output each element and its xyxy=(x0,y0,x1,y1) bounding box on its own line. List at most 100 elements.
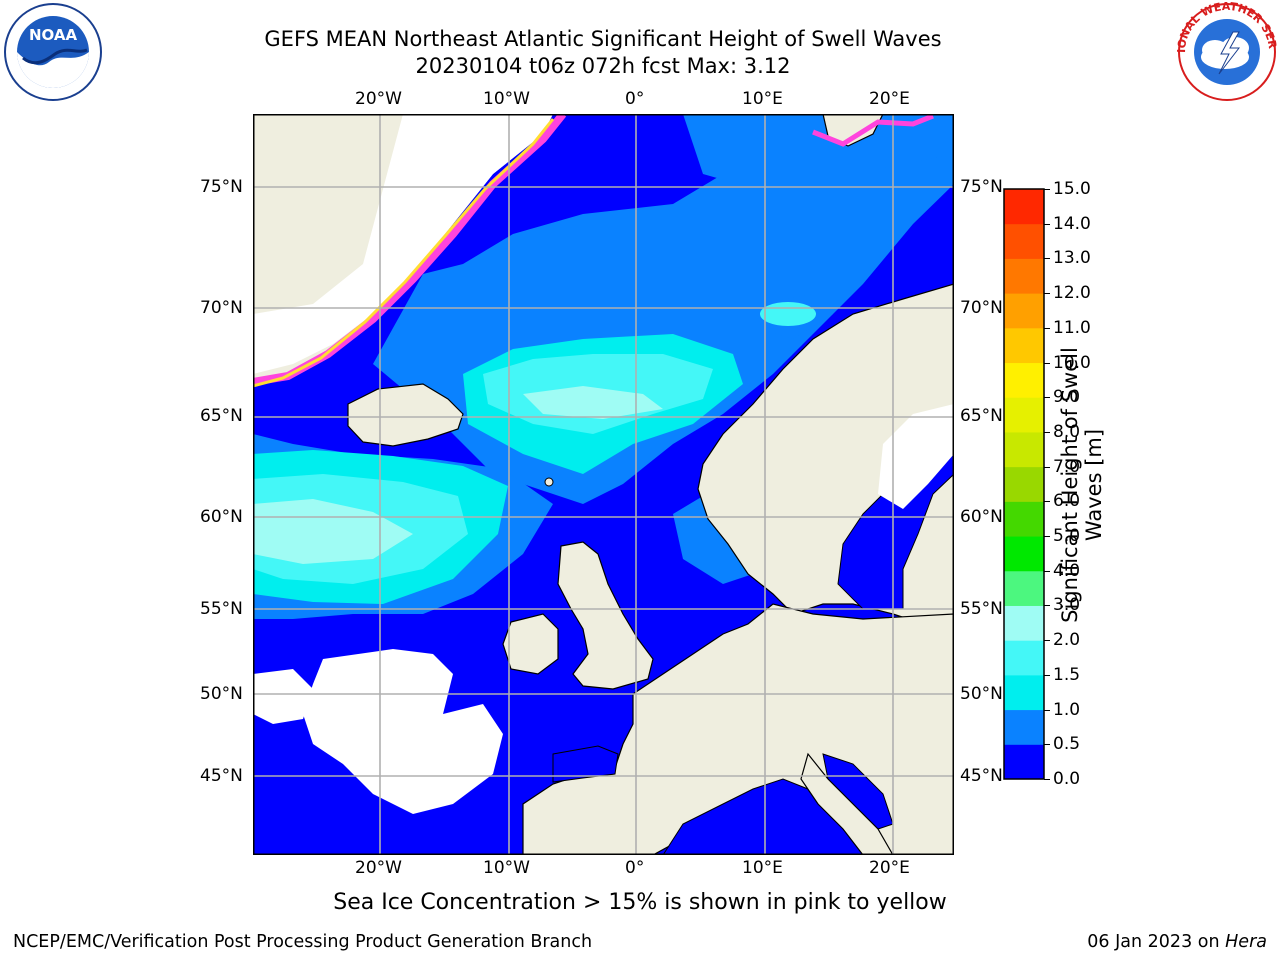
colorbar-tick-label: 5.0 xyxy=(1053,526,1081,547)
colorbar-tick-label: 14.0 xyxy=(1053,213,1091,234)
colorbar-tick-label: 6.0 xyxy=(1053,491,1081,512)
colorbar-tick-label: 1.0 xyxy=(1053,699,1081,720)
lat-label-right-70n: 70°N xyxy=(960,298,1003,318)
lat-label-left-65n: 65°N xyxy=(200,406,243,426)
colorbar-tick-mark xyxy=(1044,674,1050,676)
colorbar-frame xyxy=(1003,188,1045,780)
colorbar-segment xyxy=(1004,189,1044,225)
lat-label-right-65n: 65°N xyxy=(960,406,1003,426)
colorbar-tick-label: 15.0 xyxy=(1053,179,1091,199)
colorbar-segment xyxy=(1004,223,1044,259)
noaa-logo: NOAA xyxy=(4,3,102,101)
colorbar-tick-label: 7.0 xyxy=(1053,456,1081,477)
lat-label-left-45n: 45°N xyxy=(200,766,243,786)
no-data-area-south-ocean xyxy=(303,649,503,814)
graticule xyxy=(253,114,954,855)
swell-contour-2m-lofoten xyxy=(760,302,816,326)
lon-label-top-20w: 20°W xyxy=(355,89,402,109)
colorbar-tick-mark xyxy=(1044,223,1050,225)
lon-label-bottom-0: 0° xyxy=(625,858,645,878)
colorbar xyxy=(1003,188,1045,780)
colorbar-tick-label: 0.5 xyxy=(1053,734,1081,755)
bay-of-biscay xyxy=(552,745,619,783)
colorbar-segment xyxy=(1004,293,1044,329)
lat-label-left-55n: 55°N xyxy=(200,599,243,619)
colorbar-segment xyxy=(1004,674,1044,711)
colorbar-tick-mark xyxy=(1044,570,1050,572)
chart-subtitle: 20230104 t06z 072h fcst Max: 3.12 xyxy=(415,54,791,78)
lon-label-top-20e: 20°E xyxy=(869,89,910,109)
colorbar-tick-mark xyxy=(1044,362,1050,364)
colorbar-tick-label: 0.0 xyxy=(1053,769,1081,789)
colorbar-tick-mark xyxy=(1044,744,1050,746)
iceland-land xyxy=(347,383,464,447)
colorbar-tick-label: 3.0 xyxy=(1053,595,1081,616)
colorbar-tick-mark xyxy=(1044,466,1050,468)
lat-label-left-75n: 75°N xyxy=(200,177,243,197)
footer-date-text: 06 Jan 2023 on xyxy=(1087,932,1226,952)
colorbar-tick-mark xyxy=(1044,709,1050,711)
colorbar-tick-mark xyxy=(1044,327,1050,329)
lat-label-left-70n: 70°N xyxy=(200,298,243,318)
colorbar-tick-mark xyxy=(1044,397,1050,399)
italy-land xyxy=(800,752,894,855)
lat-label-right-50n: 50°N xyxy=(960,684,1003,704)
map-panel xyxy=(253,114,954,855)
lat-label-right-75n: 75°N xyxy=(960,177,1003,197)
noaa-logo-text: NOAA xyxy=(29,26,78,44)
no-data-area-west-ocean xyxy=(253,669,313,724)
swell-contour-3m xyxy=(523,386,663,419)
lon-label-bottom-20w: 20°W xyxy=(355,858,402,878)
colorbar-tick-mark xyxy=(1044,258,1050,260)
colorbar-tick-mark xyxy=(1044,779,1050,780)
greenland-ice-sheet xyxy=(253,114,553,374)
sea-ice-note: Sea Ice Concentration > 15% is shown in … xyxy=(333,890,947,915)
colorbar-tick-mark xyxy=(1044,431,1050,433)
colorbar-tick-label: 9.0 xyxy=(1053,387,1081,408)
lon-label-top-0: 0° xyxy=(625,89,645,109)
colorbar-segment xyxy=(1004,501,1044,537)
map-frame xyxy=(253,114,954,855)
nws-logo: NATIONAL WEATHER SERVICE xyxy=(1177,2,1277,101)
sea-ice-edge-greenland-yellow xyxy=(253,118,555,388)
chart-title: GEFS MEAN Northeast Atlantic Significant… xyxy=(264,27,942,51)
colorbar-segment xyxy=(1004,536,1044,572)
great-britain-land xyxy=(557,541,654,690)
colorbar-tick-label: 11.0 xyxy=(1053,317,1091,338)
swell-contour-1m-northeast xyxy=(683,114,954,194)
gulf-of-bothnia-ice xyxy=(878,404,954,509)
colorbar-tick-mark xyxy=(1044,536,1050,538)
lon-label-bottom-10w: 10°W xyxy=(483,858,530,878)
colorbar-segment xyxy=(1004,362,1044,398)
footer-date: 06 Jan 2023 on Hera xyxy=(1087,932,1267,952)
lat-label-right-60n: 60°N xyxy=(960,507,1003,527)
colorbar-segment xyxy=(1004,570,1044,606)
colorbar-tick-mark xyxy=(1044,293,1050,295)
colorbar-tick-mark xyxy=(1044,605,1050,607)
swell-contour-3m-west xyxy=(253,499,413,564)
lon-label-bottom-10e: 10°E xyxy=(742,858,783,878)
colorbar-tick-label: 10.0 xyxy=(1053,352,1091,373)
colorbar-tick-mark xyxy=(1044,189,1050,190)
footer-host: Hera xyxy=(1225,932,1267,952)
ireland-land xyxy=(502,613,559,675)
lon-label-bottom-20e: 20°E xyxy=(869,858,910,878)
lat-label-right-45n: 45°N xyxy=(960,766,1003,786)
colorbar-segment xyxy=(1004,466,1044,502)
colorbar-tick-label: 4.0 xyxy=(1053,560,1081,581)
colorbar-segment xyxy=(1004,605,1044,641)
colorbar-tick-label: 1.5 xyxy=(1053,664,1081,685)
colorbar-tick-label: 13.0 xyxy=(1053,248,1091,269)
svalbard-land xyxy=(822,114,884,147)
colorbar-segment xyxy=(1004,640,1044,676)
lat-label-right-55n: 55°N xyxy=(960,599,1003,619)
colorbar-tick-label: 8.0 xyxy=(1053,421,1081,442)
colorbar-tick-label: 2.0 xyxy=(1053,630,1081,651)
colorbar-segment xyxy=(1004,327,1044,364)
colorbar-segment xyxy=(1004,258,1044,294)
colorbar-tick-mark xyxy=(1044,640,1050,642)
colorbar-segment xyxy=(1004,744,1044,780)
colorbar-segment xyxy=(1004,431,1044,468)
lon-label-top-10w: 10°W xyxy=(483,89,530,109)
colorbar-tick-mark xyxy=(1044,501,1050,503)
